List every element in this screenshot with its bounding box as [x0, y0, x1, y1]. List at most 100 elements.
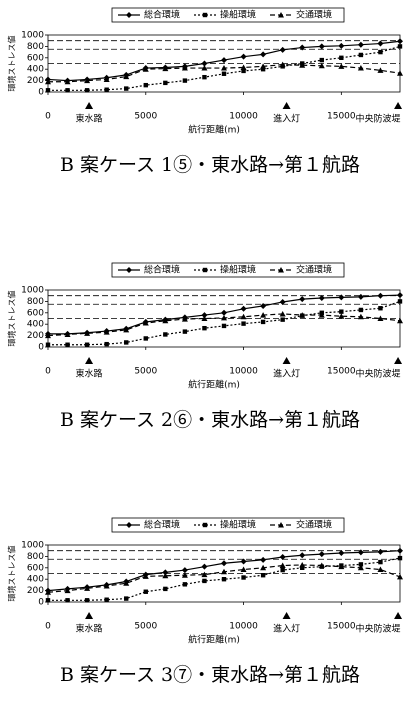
data-point: [142, 66, 149, 72]
data-point: [397, 317, 403, 324]
x-tick-label: 15000: [327, 622, 356, 632]
landmark-label: 進入灯: [273, 368, 300, 380]
data-point: [65, 342, 70, 347]
x-tick-label: 10000: [229, 622, 258, 632]
landmark-marker: [394, 357, 403, 364]
y-tick-label: 200: [27, 586, 44, 596]
data-point: [358, 307, 364, 313]
y-axis-title: 環境ストレス値: [7, 36, 17, 92]
data-point: [240, 566, 247, 573]
data-point: [84, 585, 91, 591]
data-point: [123, 73, 130, 80]
data-point: [202, 74, 207, 80]
data-point: [163, 80, 168, 86]
data-point: [181, 65, 188, 71]
data-point: [260, 573, 266, 578]
data-point: [123, 580, 130, 586]
data-point: [162, 572, 169, 579]
x-tick-label: 10000: [229, 367, 258, 377]
data-point: [162, 569, 169, 576]
data-point: [163, 586, 168, 592]
y-tick-label: 1000: [21, 31, 44, 41]
data-point: [260, 319, 266, 325]
x-tick-label: 5000: [134, 367, 157, 377]
data-point: [221, 65, 227, 71]
data-point: [123, 326, 130, 333]
data-point: [318, 551, 325, 558]
legend-marker: [126, 12, 132, 18]
legend-label: 交通環境: [296, 519, 332, 531]
data-point: [279, 562, 286, 569]
data-point: [163, 332, 168, 337]
data-point: [45, 78, 51, 85]
data-point: [377, 40, 384, 47]
data-point: [357, 549, 364, 556]
data-point: [221, 309, 227, 316]
data-point: [397, 38, 403, 45]
landmark-marker: [85, 357, 94, 364]
landmark-marker: [394, 612, 403, 619]
data-point: [240, 558, 247, 565]
data-point: [104, 87, 109, 92]
data-point: [64, 78, 71, 85]
landmark-label: 中央防波堤: [355, 113, 400, 125]
caption: B 案ケース 3⑦・東水路→第１航路: [60, 664, 360, 686]
data-point: [84, 77, 91, 84]
data-point: [84, 598, 90, 603]
data-point: [142, 320, 149, 326]
legend-marker: [126, 522, 132, 528]
y-tick-label: 400: [27, 320, 44, 330]
legend-label: 総合環境: [144, 519, 180, 531]
data-point: [181, 316, 188, 322]
data-point: [124, 340, 129, 345]
data-point: [338, 294, 345, 301]
data-point: [45, 598, 51, 603]
y-tick-label: 1000: [21, 286, 44, 296]
data-point: [221, 577, 227, 582]
data-point: [45, 589, 51, 595]
y-tick-label: 800: [27, 42, 44, 52]
data-point: [162, 317, 169, 324]
data-point: [45, 342, 51, 347]
data-point: [221, 314, 227, 321]
legend-label: 交通環境: [296, 9, 332, 21]
data-point: [299, 561, 306, 568]
data-point: [318, 62, 325, 69]
data-point: [338, 549, 345, 556]
data-point: [181, 572, 188, 578]
y-tick-label: 0: [38, 343, 44, 353]
data-point: [319, 57, 324, 63]
data-point: [104, 597, 109, 602]
y-tick-label: 200: [27, 76, 44, 86]
data-point: [241, 68, 246, 74]
data-point: [377, 315, 384, 321]
x-axis-title: 航行距離(m): [188, 379, 240, 391]
data-point: [358, 562, 364, 567]
data-point: [201, 563, 208, 570]
landmark-marker: [282, 612, 291, 619]
data-point: [103, 583, 110, 589]
x-tick-label: 5000: [134, 112, 157, 122]
data-point: [260, 302, 267, 309]
data-point: [221, 57, 227, 64]
data-point: [397, 292, 403, 299]
data-point: [182, 582, 188, 587]
data-point: [357, 293, 364, 300]
y-tick-label: 0: [38, 598, 44, 608]
data-point: [143, 589, 148, 594]
data-point: [84, 330, 91, 336]
landmark-marker: [282, 357, 291, 364]
data-point: [104, 341, 109, 347]
data-point: [142, 573, 149, 579]
legend-box: [111, 7, 345, 23]
landmark-label: 東水路: [76, 368, 103, 380]
data-point: [397, 44, 403, 49]
data-point: [240, 305, 247, 312]
x-tick-label: 0: [45, 622, 51, 632]
data-point: [260, 63, 267, 69]
data-point: [201, 571, 208, 578]
data-point: [358, 52, 364, 58]
data-point: [357, 65, 364, 71]
data-point: [280, 317, 285, 322]
